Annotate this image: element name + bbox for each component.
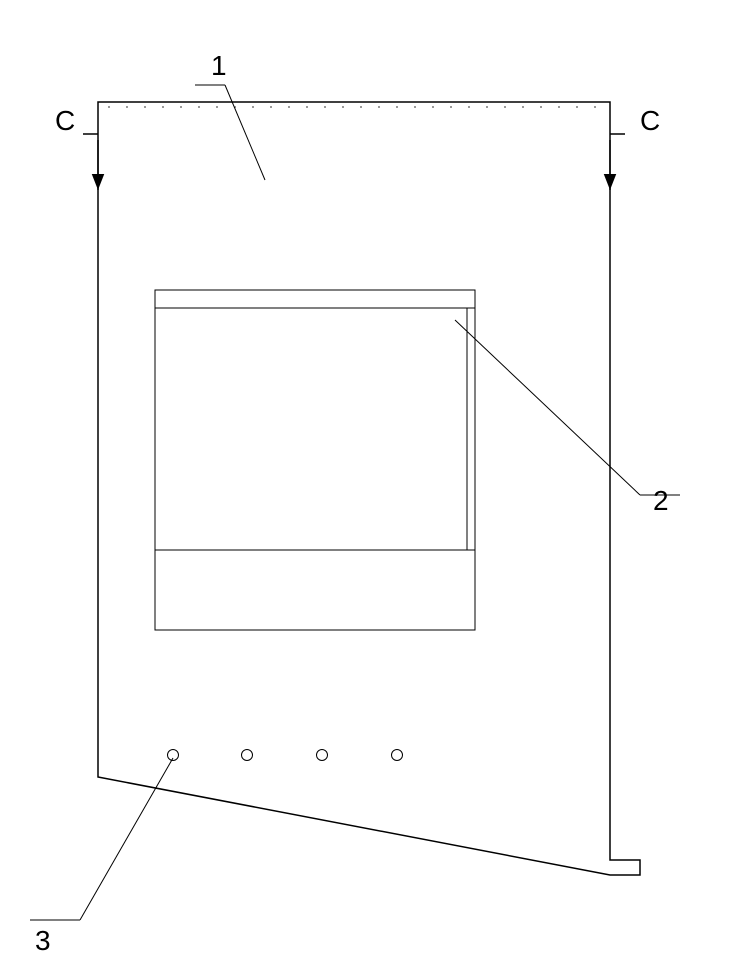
inner-window	[155, 290, 475, 630]
aperture-outer	[155, 290, 475, 630]
leader-line	[455, 320, 640, 495]
callout-number: 3	[35, 925, 51, 956]
callout-leaders	[30, 85, 680, 920]
technical-drawing: CC 123	[0, 0, 744, 976]
leader-line	[225, 85, 265, 180]
bolt-holes	[168, 750, 403, 761]
bolt-hole	[242, 750, 253, 761]
section-marks: CC	[55, 105, 660, 190]
callout-number: 1	[211, 50, 227, 81]
bolt-hole	[392, 750, 403, 761]
section-letter: C	[55, 105, 75, 136]
labels-layer: 1 2 3	[35, 50, 669, 956]
section-letter: C	[640, 105, 660, 136]
body-outline	[98, 102, 640, 875]
bolt-hole	[317, 750, 328, 761]
callout-number: 2	[653, 485, 669, 516]
section-arrowhead	[92, 174, 105, 190]
section-arrowhead	[604, 174, 617, 190]
main-outline	[98, 102, 640, 875]
